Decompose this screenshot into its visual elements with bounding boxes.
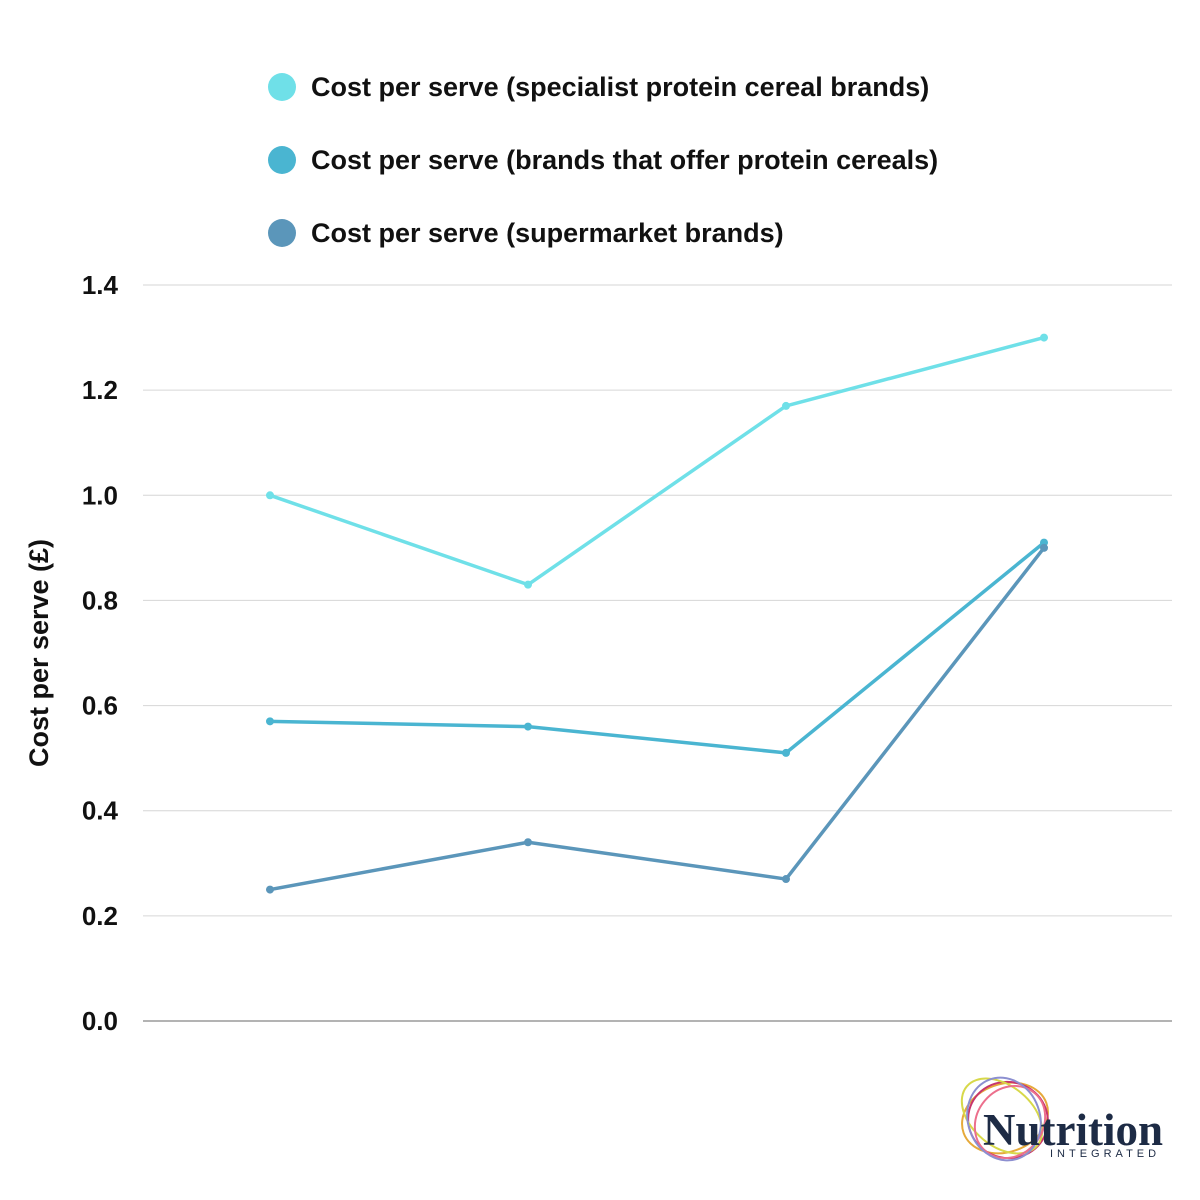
- y-axis-title: Cost per serve (£): [24, 539, 54, 767]
- nutrition-integrated-logo: Nutrition INTEGRATED: [960, 1076, 1163, 1162]
- y-tick-label: 0.6: [82, 691, 118, 721]
- legend-item: Cost per serve (supermarket brands): [268, 218, 784, 248]
- legend-swatch: [268, 73, 296, 101]
- legend-swatch: [268, 146, 296, 174]
- data-point: [1040, 543, 1048, 552]
- legend-label: Cost per serve (supermarket brands): [311, 218, 784, 248]
- data-point: [524, 838, 532, 847]
- y-tick-label: 1.0: [82, 480, 118, 510]
- legend: Cost per serve (specialist protein cerea…: [268, 72, 938, 248]
- data-point: [782, 748, 790, 757]
- data-point: [782, 875, 790, 884]
- legend-item: Cost per serve (brands that offer protei…: [268, 145, 938, 175]
- y-tick-label: 0.8: [82, 585, 118, 615]
- logo-swirl-icon: [960, 1076, 1049, 1162]
- data-point: [524, 722, 532, 731]
- data-point: [266, 885, 274, 894]
- series: [266, 538, 1048, 757]
- y-tick-label: 0.2: [82, 901, 118, 931]
- data-point: [1040, 333, 1048, 342]
- data-point: [266, 717, 274, 726]
- y-tick-label: 0.0: [82, 1006, 118, 1036]
- logo-wordmark: Nutrition: [983, 1105, 1163, 1155]
- legend-item: Cost per serve (specialist protein cerea…: [268, 72, 929, 102]
- y-axis-ticks: 0.0 0.2 0.4 0.6 0.8 1.0 1.2 1.4: [82, 270, 119, 1036]
- data-point: [782, 401, 790, 410]
- data-point: [266, 491, 274, 500]
- legend-swatch: [268, 219, 296, 247]
- data-point: [524, 580, 532, 589]
- logo-subtitle: INTEGRATED: [1050, 1148, 1160, 1160]
- series: [266, 543, 1048, 894]
- series-line: [268, 335, 1046, 587]
- series-line: [268, 540, 1046, 755]
- legend-label: Cost per serve (specialist protein cerea…: [311, 72, 929, 102]
- y-tick-label: 1.4: [82, 270, 119, 300]
- series: [266, 333, 1048, 589]
- series-line: [268, 546, 1046, 892]
- legend-label: Cost per serve (brands that offer protei…: [311, 145, 938, 175]
- series-lines: [266, 333, 1048, 894]
- y-tick-label: 0.4: [82, 796, 119, 826]
- y-tick-label: 1.2: [82, 375, 118, 405]
- gridlines: [143, 284, 1172, 1022]
